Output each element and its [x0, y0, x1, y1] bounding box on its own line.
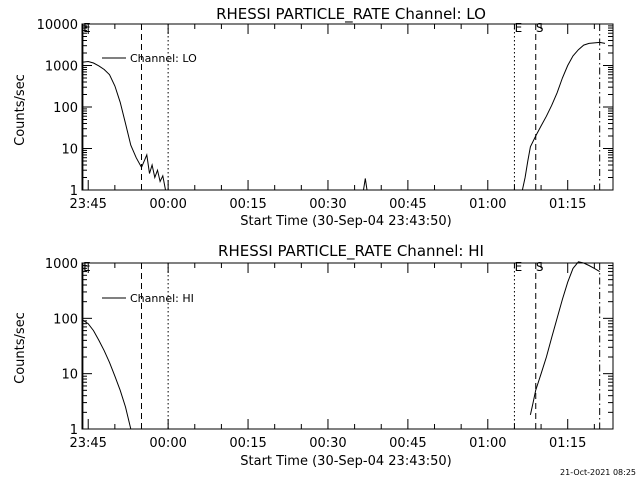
x-tick-label-lo: 23:45 — [69, 197, 106, 212]
x-tick-label-hi: 00:00 — [149, 436, 186, 451]
series-lo — [81, 41, 606, 191]
x-axis-label-hi: Start Time (30-Sep-04 23:43:50) — [240, 454, 451, 469]
x-tick-label-hi: 23:45 — [69, 436, 106, 451]
x-tick-label-lo: 01:00 — [469, 197, 506, 212]
y-tick-label-hi: 1000 — [45, 257, 78, 272]
y-axis-label-lo: Counts/sec — [13, 74, 28, 146]
chart-title-lo: RHESSI PARTICLE_RATE Channel: LO — [216, 5, 486, 24]
series-line-hi-1 — [529, 261, 600, 416]
y-tick-label-lo: 1 — [70, 184, 78, 199]
x-tick-label-lo: 01:15 — [549, 197, 586, 212]
series-hi — [81, 261, 600, 430]
y-tick-label-hi: 100 — [53, 312, 78, 327]
legend-label-lo: Channel: LO — [130, 52, 197, 65]
axis-ticks-lo: 1 10 100 1000 10000 23:45 00:00 00:15 00:30 00:45… — [37, 18, 613, 212]
legend-label-hi: Channel: HI — [130, 292, 194, 305]
plot-frame-lo — [81, 23, 614, 191]
event-marker-label: E — [515, 260, 523, 274]
y-tick-label-lo: 100 — [53, 101, 78, 116]
event-marker-label: E — [83, 260, 91, 274]
x-tick-label-hi: 00:15 — [229, 436, 266, 451]
x-tick-label-hi: 01:15 — [549, 436, 586, 451]
x-tick-label-lo: 00:45 — [389, 197, 426, 212]
x-tick-label-hi: 00:30 — [309, 436, 346, 451]
plot-frame-hi — [81, 262, 614, 430]
legend-hi: Channel: HI — [102, 292, 194, 305]
series-line-hi-0 — [81, 319, 132, 430]
series-line-lo-2 — [521, 41, 606, 191]
event-marker-label: E — [83, 21, 91, 35]
y-tick-label-hi: 1 — [70, 423, 78, 438]
y-tick-label-lo: 10000 — [37, 18, 78, 33]
axis-ticks-hi: 1 10 100 1000 23:45 00:00 00:15 00:30 00:45 01:00… — [45, 257, 613, 451]
panel-hi: RHESSI PARTICLE_RATE Channel: HI Counts/… — [13, 242, 614, 469]
event-marker-label: S — [536, 260, 544, 274]
series-line-lo-0 — [81, 60, 166, 191]
x-axis-label-lo: Start Time (30-Sep-04 23:43:50) — [240, 214, 451, 229]
x-tick-label-hi: 00:45 — [389, 436, 426, 451]
x-tick-label-lo: 00:30 — [309, 197, 346, 212]
x-tick-label-lo: 00:00 — [149, 197, 186, 212]
footer-date-stamp: 21-Oct-2021 08:25 — [560, 468, 636, 477]
event-marker-label: S — [536, 21, 544, 35]
x-tick-label-lo: 00:15 — [229, 197, 266, 212]
x-tick-label-hi: 01:00 — [469, 436, 506, 451]
chart-title-hi: RHESSI PARTICLE_RATE Channel: HI — [218, 242, 484, 261]
y-tick-label-hi: 10 — [61, 368, 78, 383]
y-tick-label-lo: 1000 — [45, 60, 78, 75]
event-marker-label: E — [515, 21, 523, 35]
y-axis-label-hi: Counts/sec — [13, 312, 28, 384]
y-tick-label-lo: 10 — [61, 143, 78, 158]
series-line-lo-1 — [363, 178, 368, 191]
legend-lo: Channel: LO — [102, 52, 197, 65]
panel-lo: RHESSI PARTICLE_RATE Channel: LO Counts/… — [13, 5, 614, 229]
